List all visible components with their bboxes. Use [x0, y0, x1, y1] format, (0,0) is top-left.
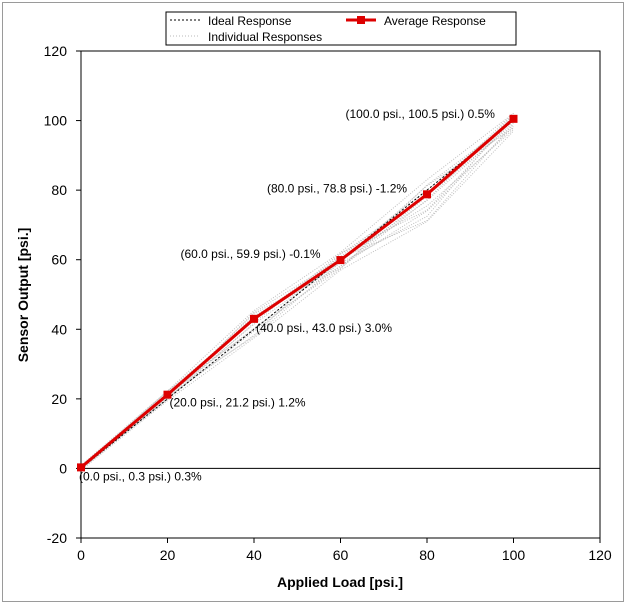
- data-point-annotation: (80.0 psi., 78.8 psi.) -1.2%: [267, 181, 407, 195]
- x-tick-label: 0: [77, 547, 85, 563]
- average-response-marker: [336, 256, 345, 265]
- data-point-annotation: (100.0 psi., 100.5 psi.) 0.5%: [346, 107, 496, 121]
- x-tick-label: 120: [588, 547, 612, 563]
- y-tick-label: 40: [51, 321, 67, 337]
- y-tick-label: 120: [44, 43, 68, 59]
- ideal-response-line: [80, 120, 514, 469]
- legend-label-average: Average Response: [384, 14, 486, 28]
- y-tick-label: 20: [51, 391, 67, 407]
- x-axis-label: Applied Load [psi.]: [277, 574, 403, 590]
- y-tick-label: 60: [51, 252, 67, 268]
- average-response-marker: [163, 390, 172, 399]
- average-response-marker: [509, 114, 518, 123]
- x-tick-label: 80: [419, 547, 435, 563]
- plot-layer: 0 20 40 60 80 100 120 -20 0 20 40 60 80 100 120 (0.0 ps…: [44, 43, 612, 563]
- legend: Ideal Response Individual Responses Aver…: [165, 11, 517, 46]
- y-tick-label: -20: [47, 530, 67, 546]
- individual-response-line: [80, 123, 514, 468]
- average-response-marker: [423, 190, 431, 199]
- data-point-annotation: (40.0 psi., 43.0 psi.) 3.0%: [256, 321, 392, 335]
- individual-response-line: [80, 129, 514, 469]
- average-response-marker: [250, 314, 258, 323]
- average-response-marker: [77, 463, 85, 472]
- x-tick-label: 40: [246, 547, 262, 563]
- data-point-annotation: (0.0 psi., 0.3 psi.) 0.3%: [79, 469, 202, 483]
- legend-label-individual: Individual Responses: [208, 30, 322, 44]
- y-axis-label: Sensor Output [psi.]: [15, 228, 31, 363]
- plot-area-border: [80, 50, 601, 539]
- individual-response-line: [80, 121, 514, 469]
- x-tick-label: 60: [333, 547, 349, 563]
- y-tick-label: 100: [44, 113, 68, 129]
- data-point-annotation: (20.0 psi., 21.2 psi.) 1.2%: [170, 396, 306, 410]
- data-point-annotation: (60.0 psi., 59.9 psi.) -0.1%: [181, 247, 321, 261]
- individual-response-line: [80, 112, 514, 466]
- legend-label-ideal: Ideal Response: [208, 14, 292, 28]
- legend-swatch-average-marker: [357, 16, 365, 24]
- y-tick-label: 80: [51, 182, 67, 198]
- y-tick-label: 0: [59, 460, 67, 476]
- x-tick-label: 20: [160, 547, 176, 563]
- legend-box: [165, 11, 517, 46]
- average-response-line: [80, 117, 515, 469]
- x-tick-label: 100: [502, 547, 526, 563]
- individual-response-line: [80, 130, 514, 471]
